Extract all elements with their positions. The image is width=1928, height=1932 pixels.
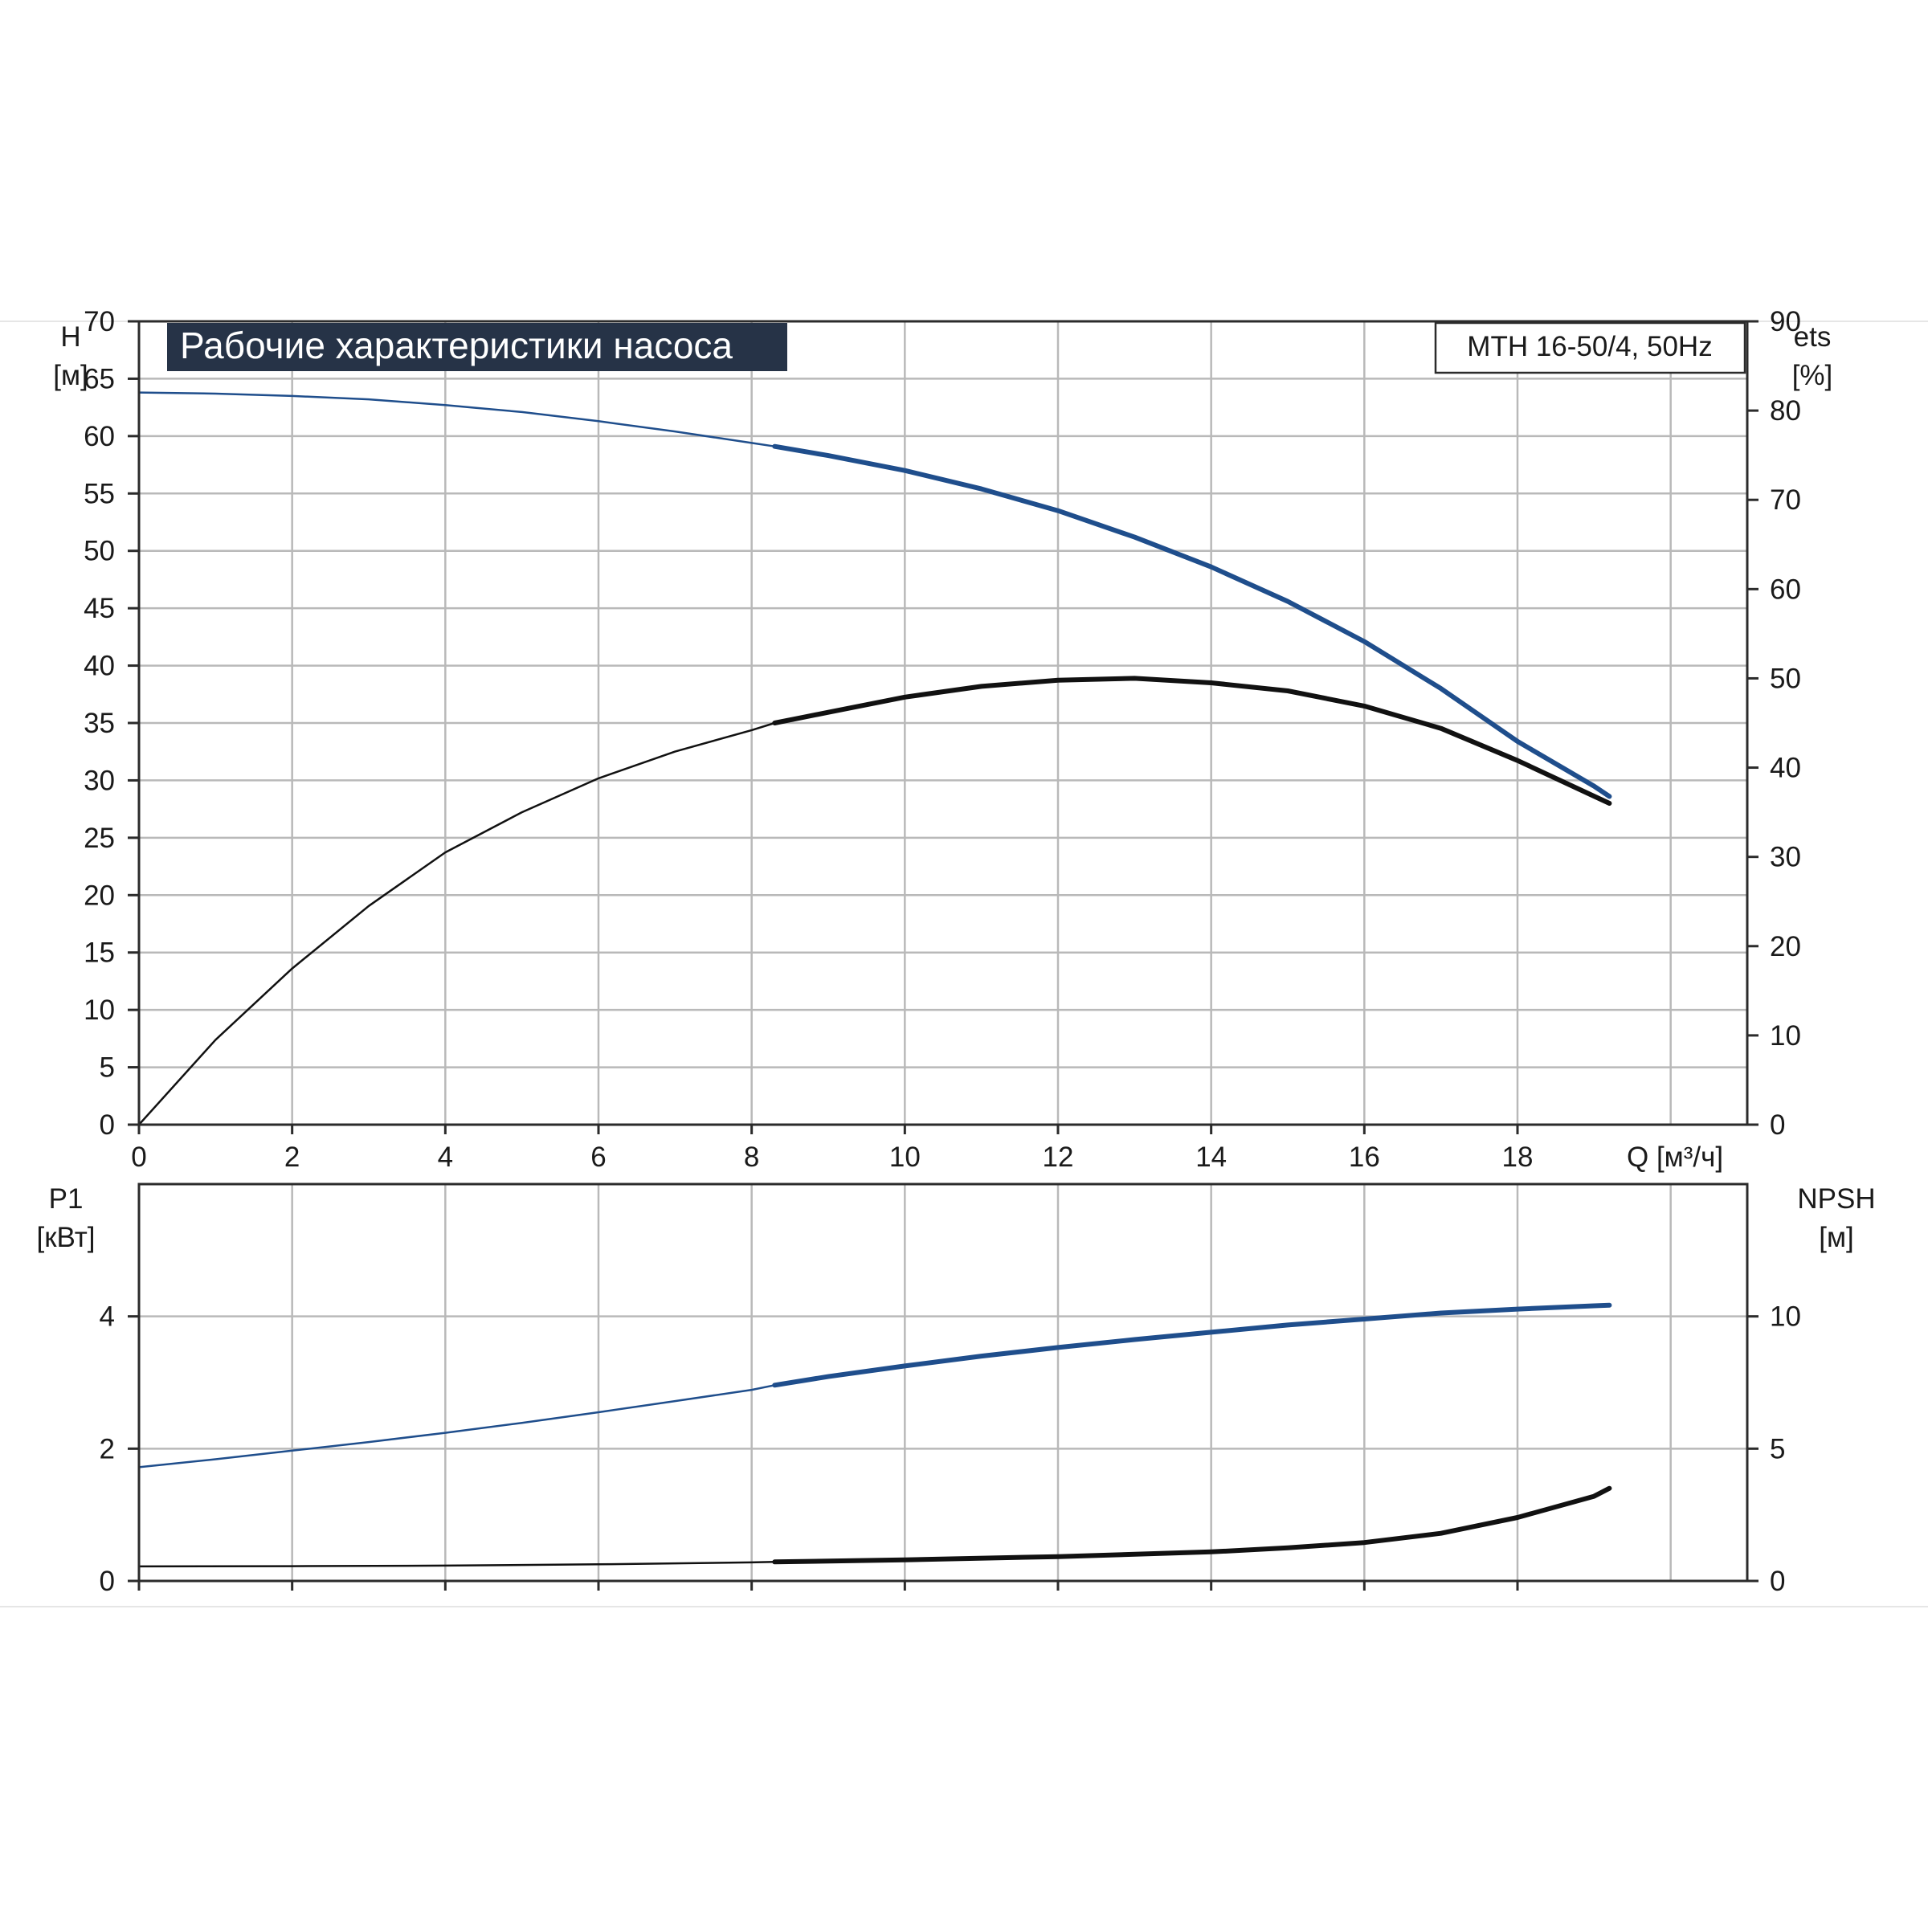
power-curve-extended xyxy=(138,1384,775,1468)
npsh-tick-label: 0 xyxy=(1770,1566,1785,1597)
efficiency-tick-label: 0 xyxy=(1770,1109,1785,1141)
model-label: MTH 16-50/4, 50Hz xyxy=(1467,331,1712,362)
head-tick-label: 60 xyxy=(84,421,115,452)
head-axis-unit: [м] xyxy=(53,360,88,391)
model-label-box xyxy=(1434,321,1746,374)
power-tick-label: 2 xyxy=(100,1433,115,1464)
x-tick-label: 0 xyxy=(131,1142,146,1173)
head-tick-label: 35 xyxy=(84,708,115,739)
efficiency-tick-label: 10 xyxy=(1770,1020,1801,1052)
chart-title: Рабочие характеристики насоса xyxy=(180,325,733,366)
x-tick-label: 4 xyxy=(438,1142,453,1173)
x-tick-label: 8 xyxy=(744,1142,759,1173)
efficiency-tick-label: 40 xyxy=(1770,753,1801,784)
power-curve xyxy=(772,1302,1612,1388)
npsh-tick-label: 5 xyxy=(1770,1433,1785,1464)
head-tick-label: 10 xyxy=(84,995,115,1026)
power-axis-unit: [кВт] xyxy=(37,1222,96,1253)
x-tick-label: 2 xyxy=(284,1142,300,1173)
efficiency-tick-label: 80 xyxy=(1770,395,1801,427)
head-tick-label: 45 xyxy=(84,593,115,624)
efficiency-tick-label: 50 xyxy=(1770,663,1801,694)
npsh-curve-extended xyxy=(138,1561,775,1568)
head-tick-label: 30 xyxy=(84,765,115,796)
head-tick-label: 0 xyxy=(100,1109,115,1141)
npsh-tick-label: 10 xyxy=(1770,1301,1801,1333)
efficiency-tick-label: 70 xyxy=(1770,484,1801,516)
efficiency-axis-label: ets xyxy=(1794,321,1832,353)
head-tick-label: 25 xyxy=(84,823,115,854)
x-tick-label: 10 xyxy=(889,1142,921,1173)
head-axis-label: H xyxy=(60,321,80,353)
power-tick-label: 0 xyxy=(100,1566,115,1597)
efficiency-tick-label: 60 xyxy=(1770,574,1801,605)
head-tick-label: 55 xyxy=(84,478,115,509)
power-axis-label: P1 xyxy=(49,1183,84,1215)
head-tick-label: 50 xyxy=(84,536,115,567)
top-chart-grid xyxy=(139,321,1747,1125)
efficiency-tick-label: 30 xyxy=(1770,842,1801,873)
tick-labels: 0 2 4 6 8 10 12 14 16 180510152025303540455055606… xyxy=(84,306,1801,1597)
power-tick-label: 4 xyxy=(100,1301,115,1333)
npsh-axis-unit: [м] xyxy=(1819,1222,1854,1253)
x-tick-label: 12 xyxy=(1043,1142,1074,1173)
bottom-chart-frame xyxy=(137,1182,1749,1583)
npsh-curve xyxy=(772,1485,1612,1565)
head-tick-label: 40 xyxy=(84,651,115,682)
x-tick-label: 14 xyxy=(1195,1142,1227,1173)
efficiency-tick-label: 90 xyxy=(1770,306,1801,337)
head-curve-extended xyxy=(138,391,775,447)
efficiency-curve xyxy=(772,676,1612,806)
x-tick-label: 18 xyxy=(1502,1142,1534,1173)
flow-axis-label: Q [м³/ч] xyxy=(1627,1142,1723,1173)
head-tick-label: 70 xyxy=(84,306,115,337)
head-tick-label: 5 xyxy=(100,1052,115,1084)
efficiency-axis-unit: [%] xyxy=(1792,360,1833,391)
series-layer xyxy=(138,391,1612,1568)
chart-title-box xyxy=(167,323,787,371)
head-tick-label: 65 xyxy=(84,363,115,394)
x-tick-label: 16 xyxy=(1349,1142,1380,1173)
head-tick-label: 15 xyxy=(84,937,115,969)
efficiency-curve-extended xyxy=(138,721,775,1125)
bottom-chart-grid xyxy=(139,1184,1747,1581)
efficiency-tick-label: 20 xyxy=(1770,931,1801,962)
x-tick-label: 6 xyxy=(590,1142,606,1173)
npsh-axis-label: NPSH xyxy=(1797,1183,1875,1215)
head-curve xyxy=(772,443,1612,799)
head-tick-label: 20 xyxy=(84,880,115,911)
